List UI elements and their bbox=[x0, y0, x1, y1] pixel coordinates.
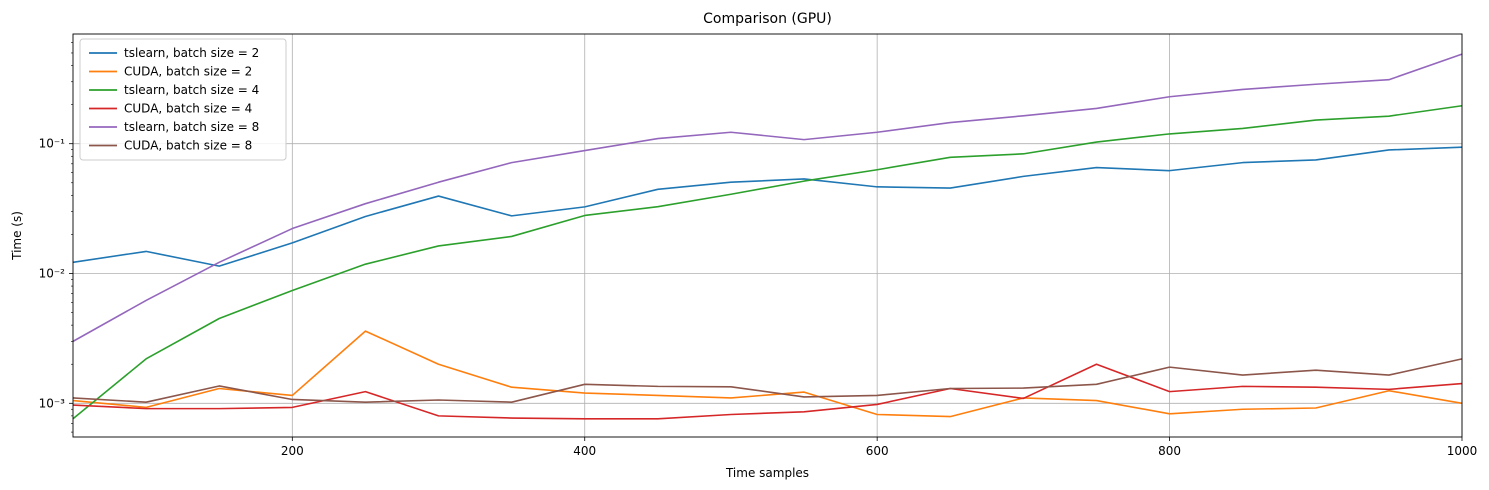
legend: tslearn, batch size = 2 CUDA, batch size … bbox=[79, 38, 287, 161]
y-tick-label: 10⁻³ bbox=[39, 396, 66, 410]
x-axis-label: Time samples bbox=[725, 466, 809, 480]
legend-label: CUDA, batch size = 2 bbox=[124, 65, 252, 79]
x-tick-label: 800 bbox=[1158, 444, 1181, 458]
x-tick-label: 200 bbox=[281, 444, 304, 458]
legend-box bbox=[79, 38, 287, 161]
chart-title: Comparison (GPU) bbox=[703, 11, 832, 27]
legend-label: tslearn, batch size = 2 bbox=[124, 46, 259, 60]
legend-label: tslearn, batch size = 4 bbox=[124, 83, 259, 97]
legend-label: CUDA, batch size = 8 bbox=[124, 139, 252, 153]
x-tick-label: 600 bbox=[866, 444, 889, 458]
series-line-3 bbox=[72, 104, 1463, 420]
grid-lines bbox=[73, 34, 1463, 437]
y-axis-label: Time (s) bbox=[10, 211, 24, 261]
series-line-5 bbox=[72, 53, 1463, 343]
x-tick-label: 1000 bbox=[1447, 444, 1478, 458]
ticks: 200 400 600 800 1000 10⁻³ 10⁻² 10⁻¹ bbox=[39, 42, 1478, 458]
series-line-4 bbox=[72, 363, 1463, 420]
x-tick-label: 400 bbox=[573, 444, 596, 458]
plot-frame bbox=[72, 33, 1463, 438]
series-line-1 bbox=[72, 146, 1463, 267]
series-line-6 bbox=[72, 358, 1463, 403]
series-line-2 bbox=[72, 330, 1463, 418]
series-lines bbox=[72, 53, 1463, 420]
legend-label: tslearn, batch size = 8 bbox=[124, 120, 259, 134]
axes bbox=[72, 33, 1463, 438]
legend-label: CUDA, batch size = 4 bbox=[124, 102, 252, 116]
y-tick-label: 10⁻¹ bbox=[39, 137, 66, 151]
y-tick-label: 10⁻² bbox=[39, 266, 66, 280]
